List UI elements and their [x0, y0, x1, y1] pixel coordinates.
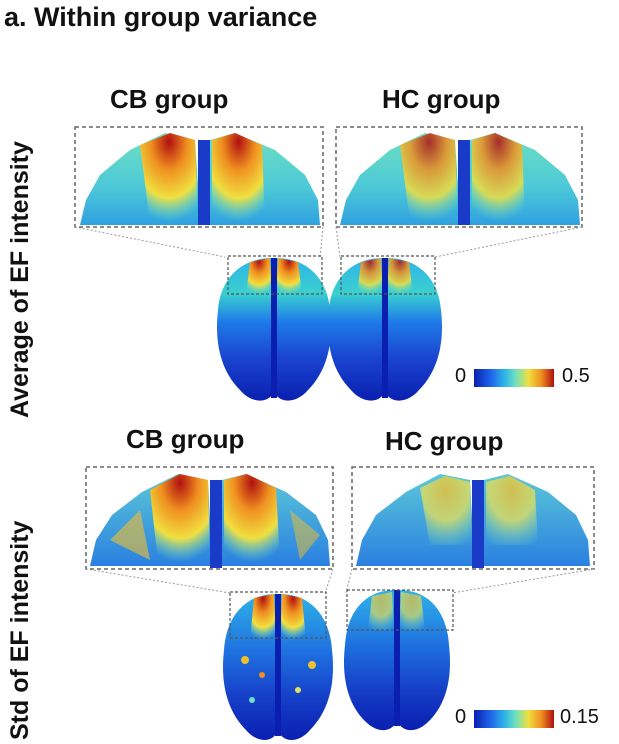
- brain-hc-avg: [327, 258, 443, 401]
- group-label-hc-avg: HC group: [382, 84, 501, 114]
- colorbar-std-min: 0: [455, 706, 467, 728]
- group-label-cb-std: CB group: [126, 424, 245, 454]
- zoom-box-cb-std: [85, 466, 334, 570]
- brain-cb-std: [222, 594, 334, 740]
- zoom-box-hc-std: [351, 466, 595, 570]
- colorbar-std-max: 0.15: [560, 706, 599, 728]
- group-label-cb-avg: CB group: [110, 84, 229, 114]
- colorbar-avg-min: 0: [455, 365, 467, 387]
- colorbar-avg-max: 0.5: [562, 365, 590, 387]
- brain-cb-avg: [216, 258, 332, 401]
- brain-hc-std: [343, 590, 451, 731]
- zoom-box-hc-avg: [335, 126, 583, 228]
- group-label-hc-std: HC group: [385, 426, 504, 456]
- panel-title: a. Within group variance: [4, 2, 318, 32]
- colorbar-avg: [474, 369, 554, 387]
- zoom-box-cb-avg: [74, 126, 324, 228]
- colorbar-std: [474, 710, 554, 728]
